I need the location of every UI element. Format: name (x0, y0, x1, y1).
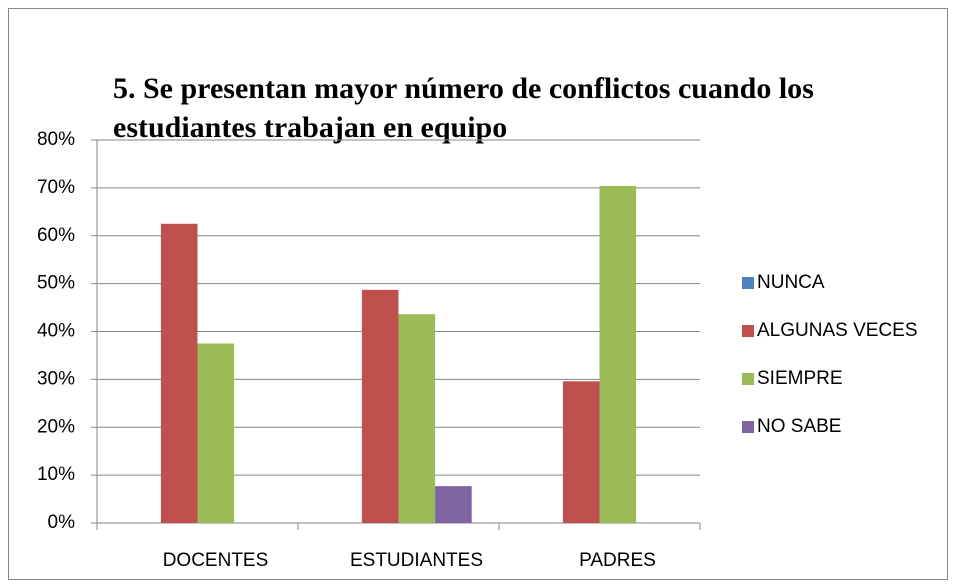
bar (197, 343, 235, 523)
x-tick-label: ESTUDIANTES (350, 550, 483, 571)
bar (599, 185, 637, 523)
y-tick-label: 30% (37, 368, 75, 389)
legend-label: NO SABE (757, 416, 841, 437)
chart-title: estudiantes trabajan en equipo (113, 111, 507, 144)
y-tick-label: 10% (37, 464, 75, 485)
x-tick-label: PADRES (579, 550, 656, 571)
y-tick-label: 50% (37, 273, 75, 294)
y-tick-label: 0% (48, 512, 76, 533)
y-tick-label: 80% (37, 129, 75, 150)
y-tick-label: 60% (37, 225, 75, 246)
legend-label: SIEMPRE (757, 368, 843, 389)
legend-swatch (742, 373, 754, 385)
bar (160, 223, 198, 523)
bar (361, 289, 399, 523)
legend-swatch (742, 325, 754, 337)
bar (435, 486, 472, 523)
bar (562, 381, 600, 523)
chart-title: 5. Se presentan mayor número de conflict… (113, 72, 814, 105)
legend-label: NUNCA (757, 272, 825, 293)
bar (398, 314, 436, 523)
x-tick-label: DOCENTES (163, 550, 269, 571)
legend-swatch (742, 277, 754, 289)
y-tick-label: 20% (37, 416, 75, 437)
y-tick-label: 70% (37, 177, 75, 198)
legend-label: ALGUNAS VECES (757, 320, 918, 341)
y-tick-label: 40% (37, 321, 75, 342)
legend-swatch (742, 421, 754, 433)
